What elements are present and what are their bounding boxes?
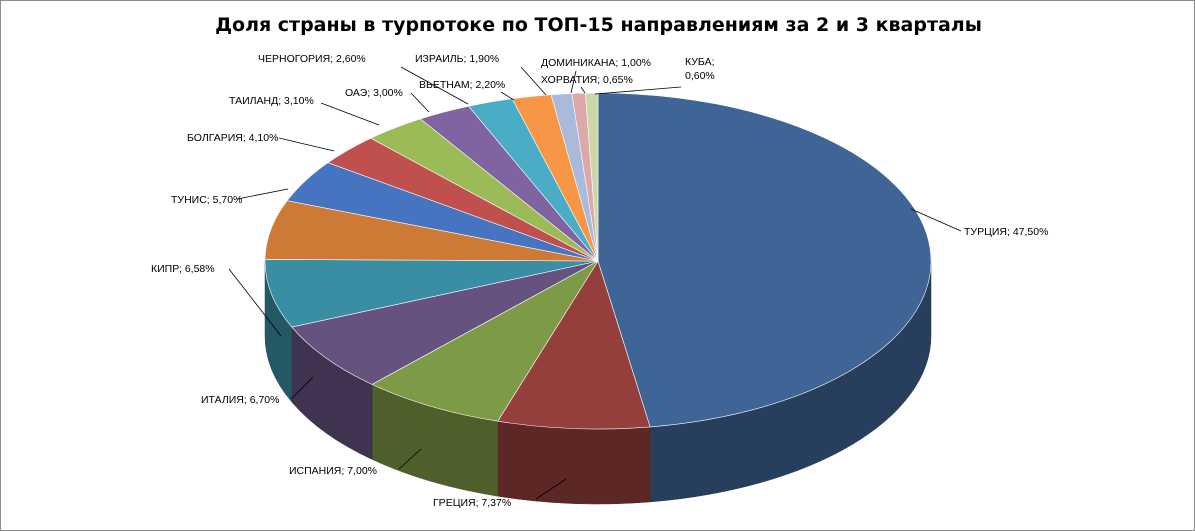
leader-lines bbox=[228, 66, 962, 500]
leader-line-10 bbox=[400, 66, 469, 105]
data-label-7: БОЛГАРИЯ; 4,10% bbox=[187, 132, 278, 144]
pie-slice-1 bbox=[597, 92, 932, 428]
pie-side-walls bbox=[264, 260, 932, 505]
leader-line-1 bbox=[910, 208, 962, 232]
leader-line-15 bbox=[594, 86, 682, 95]
data-label-12: ИЗРАИЛЬ; 1,90% bbox=[415, 53, 499, 65]
pie-slice-15 bbox=[585, 92, 599, 262]
pie-slice-5 bbox=[264, 259, 599, 328]
leader-line-6 bbox=[236, 188, 289, 200]
pie-slice-2 bbox=[497, 260, 651, 430]
leader-line-9 bbox=[410, 92, 430, 113]
data-label-5: КИПР; 6,58% bbox=[151, 263, 215, 275]
data-label-8: ТАИЛАНД; 3,10% bbox=[229, 95, 314, 107]
leader-line-14 bbox=[580, 86, 586, 94]
data-label-line: 0,60% bbox=[685, 70, 715, 82]
data-labels: ТУРЦИЯ; 47,50% ГРЕЦИЯ; 7,37% ИСПАНИЯ; 7,00… bbox=[151, 53, 1048, 509]
data-label-11: ВЬЕТНАМ; 2,20% bbox=[419, 79, 505, 91]
data-label-4: ИТАЛИЯ; 6,70% bbox=[201, 394, 279, 406]
data-label-13: ДОМИНИКАНА; 1,00% bbox=[541, 57, 651, 69]
data-label-line: КУБА; bbox=[685, 56, 715, 68]
data-label-3: ИСПАНИЯ; 7,00% bbox=[289, 465, 377, 477]
leader-line-5 bbox=[228, 268, 282, 337]
chart-title: Доля страны в турпотоке по ТОП-15 направ… bbox=[215, 14, 982, 36]
data-label-6: ТУНИС; 5,70% bbox=[171, 194, 242, 206]
leader-line-4 bbox=[290, 376, 314, 400]
data-label-10: ЧЕРНОГОРИЯ; 2,60% bbox=[258, 53, 366, 65]
data-label-1: ТУРЦИЯ; 47,50% bbox=[964, 226, 1048, 238]
leader-line-12 bbox=[520, 66, 547, 96]
data-label-2: ГРЕЦИЯ; 7,37% bbox=[433, 497, 511, 509]
pie-slice-4 bbox=[291, 260, 599, 385]
leader-line-3 bbox=[398, 448, 422, 470]
data-label-14: ХОРВАТИЯ; 0,65% bbox=[541, 74, 633, 86]
pie-slice-3 bbox=[371, 260, 599, 422]
leader-line-8 bbox=[320, 102, 380, 126]
leader-line-11 bbox=[500, 91, 515, 101]
leader-line-13 bbox=[570, 70, 577, 94]
data-label-15: КУБА; 0,60% bbox=[685, 56, 715, 82]
leader-line-7 bbox=[278, 137, 335, 152]
slice-side-2 bbox=[497, 420, 651, 505]
data-label-9: ОАЭ; 3,00% bbox=[345, 87, 403, 99]
leader-line-2 bbox=[535, 478, 567, 500]
pie-slices bbox=[264, 92, 932, 430]
